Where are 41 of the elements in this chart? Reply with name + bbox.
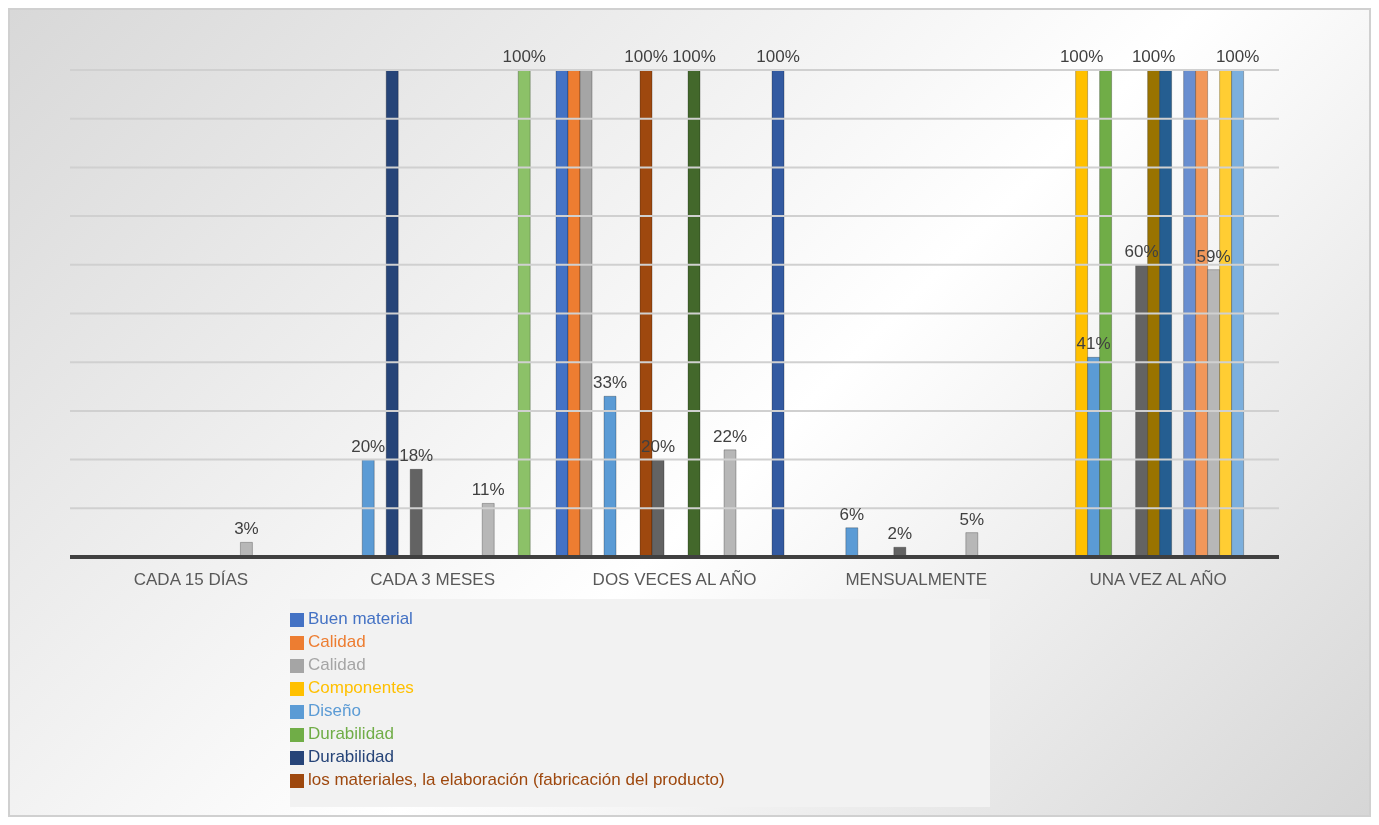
data-label: 18% — [399, 446, 434, 466]
data-label: 20% — [351, 436, 386, 456]
x-tick-label: UNA VEZ AL AÑO — [1089, 570, 1227, 590]
data-label: 100% — [1059, 47, 1104, 66]
bar — [517, 70, 531, 557]
legend-label: Diseño — [308, 701, 361, 720]
x-tick-label: MENSUALMENTE — [845, 570, 988, 590]
data-label: 100% — [1131, 47, 1176, 66]
data-label: 11% — [471, 480, 505, 500]
x-tick-label: CADA 15 DÍAS — [133, 570, 249, 590]
data-label: 33% — [593, 373, 628, 393]
legend-label: Componentes — [308, 678, 414, 697]
bar — [361, 459, 375, 557]
data-label: 3% — [234, 519, 259, 539]
data-label: 100% — [756, 47, 800, 66]
bar — [603, 395, 617, 557]
data-label: 100% — [502, 47, 546, 66]
data-label: 22% — [713, 426, 748, 446]
bar — [385, 70, 399, 557]
data-label: 6% — [839, 504, 865, 524]
legend-label: Calidad — [308, 632, 366, 651]
legend-label: Durabilidad — [308, 724, 394, 743]
data-label: 41% — [1076, 334, 1111, 354]
bar — [845, 527, 859, 557]
bar — [965, 532, 979, 557]
bar — [771, 70, 785, 557]
bar — [723, 449, 737, 557]
data-label: 100% — [1215, 47, 1260, 66]
bar — [687, 70, 701, 557]
legend-label: Buen material — [308, 609, 413, 628]
bar — [409, 468, 423, 557]
legend-label: Calidad — [308, 655, 366, 674]
x-tick-label: CADA 3 MESES — [370, 570, 496, 590]
data-label: 2% — [887, 524, 913, 544]
legend-label: los materiales, la elaboración (fabricación del producto) — [308, 770, 725, 789]
data-label: 100% — [672, 47, 716, 66]
legend-label: Durabilidad — [308, 747, 394, 766]
x-tick-label: DOS VECES AL AÑO — [592, 570, 757, 590]
data-label: 5% — [959, 509, 985, 529]
data-label: 100% — [624, 47, 668, 66]
bar — [481, 502, 495, 557]
